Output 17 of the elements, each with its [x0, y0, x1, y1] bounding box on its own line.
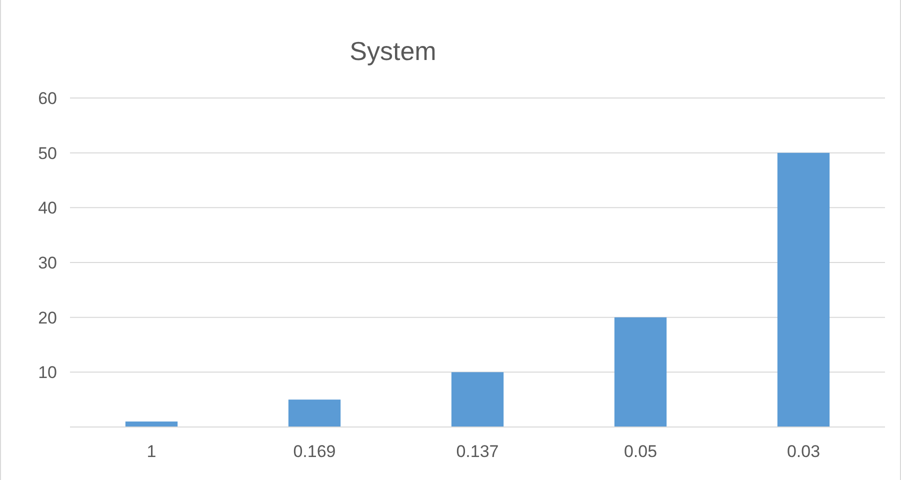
- y-tick-label: 50: [38, 144, 57, 163]
- x-tick-label: 0.03: [786, 442, 820, 461]
- y-tick-label: 10: [38, 363, 57, 382]
- chart-title: System: [350, 36, 436, 66]
- x-tick-label: 0.05: [624, 442, 658, 461]
- x-tick-label: 1: [146, 442, 156, 461]
- bar: [125, 422, 178, 427]
- bar: [288, 400, 341, 427]
- y-tick-label: 60: [38, 88, 57, 108]
- bar: [777, 152, 830, 427]
- x-tick-label: 0.169: [293, 442, 336, 461]
- bar: [451, 372, 504, 427]
- y-tick-label: 40: [38, 198, 57, 218]
- y-tick-label: 30: [38, 253, 57, 272]
- y-tick-label: 20: [38, 308, 57, 328]
- bar: [614, 317, 667, 427]
- x-tick-label: 0.137: [456, 442, 499, 461]
